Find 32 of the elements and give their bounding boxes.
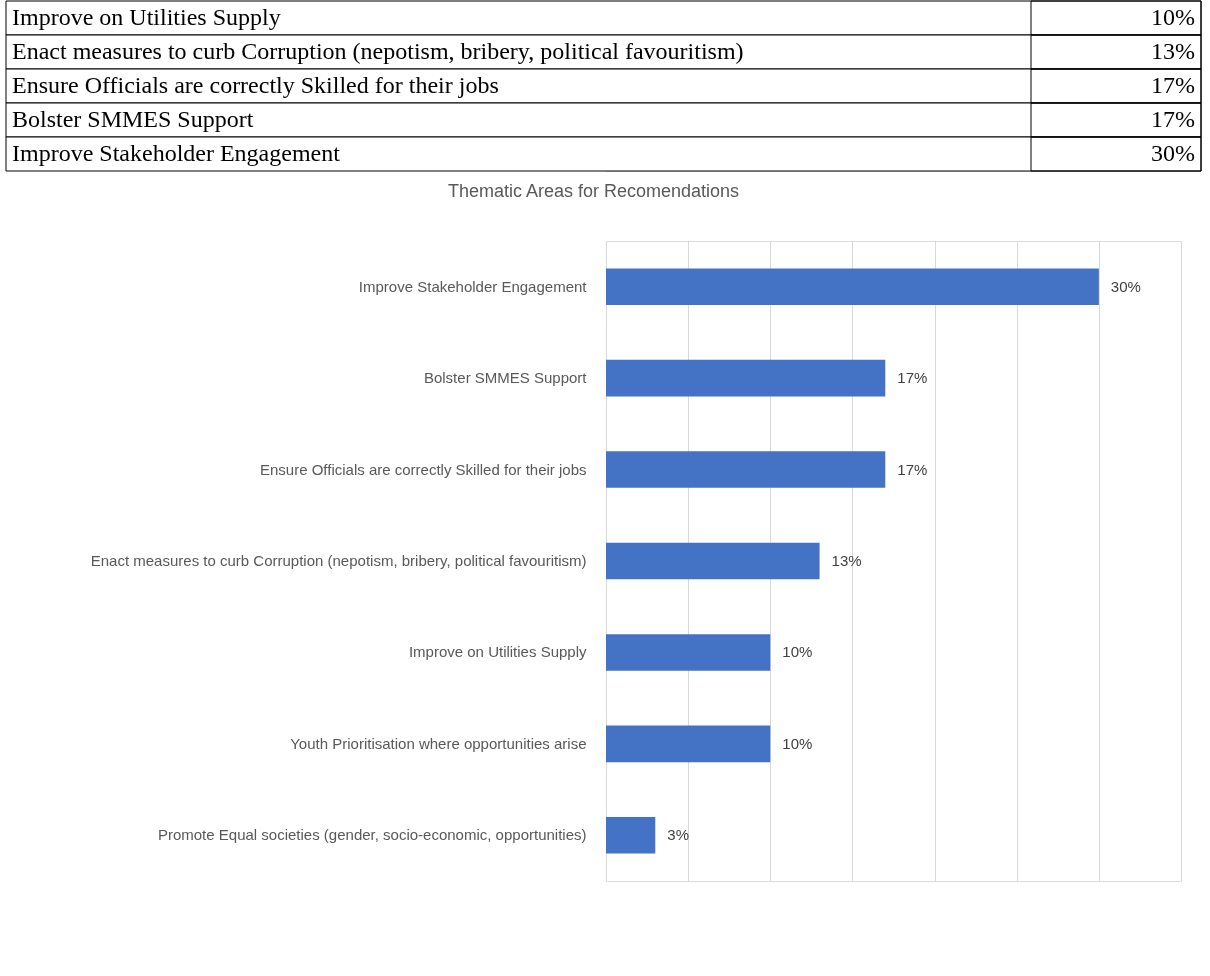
category-label: Enact measures to curb Corruption (nepotism, bribery, political favouritism) <box>12 38 744 64</box>
data-label: 13% <box>831 552 862 569</box>
y-tick-label: Bolster SMMES Support <box>423 369 588 387</box>
category-label: Improve on Utilities Supply <box>12 4 281 30</box>
data-label: 30% <box>1151 140 1195 166</box>
bar <box>606 542 820 580</box>
y-tick-label: Youth Prioritisation where opportunities arise <box>290 734 587 752</box>
data-label: 17% <box>897 460 928 478</box>
y-tick-label: Enact measures to curb Corruption (nepotism, bribery, political favouritism) <box>90 552 587 569</box>
bar <box>606 268 1099 305</box>
data-label: 3% <box>667 826 689 844</box>
bar <box>606 359 886 397</box>
category-label: Improve Stakeholder Engagement <box>12 140 341 166</box>
data-label: 10% <box>782 643 813 661</box>
y-tick-label: Improve on Utilities Supply <box>408 643 587 661</box>
y-tick-label: Improve Stakeholder Engagement <box>358 277 588 295</box>
y-tick-label: Ensure Officials are correctly Skilled for their jobs <box>259 460 587 478</box>
data-label: 17% <box>1151 106 1195 132</box>
data-label: 13% <box>1151 38 1195 64</box>
category-label: Bolster SMMES Support <box>12 106 254 132</box>
bar <box>606 634 771 671</box>
bar <box>606 725 771 763</box>
data-label: 10% <box>1151 4 1195 30</box>
data-label: 17% <box>897 369 928 387</box>
y-tick-label: Promote Equal societies (gender, socio-economic, opportunities) <box>157 826 587 844</box>
data-label: 30% <box>1110 277 1141 295</box>
bar <box>606 817 656 854</box>
bar <box>606 451 886 488</box>
data-label: 17% <box>1151 72 1195 98</box>
data-label: 10% <box>782 734 813 752</box>
category-label: Ensure Officials are correctly Skilled for their jobs <box>12 72 499 98</box>
chart-title: Thematic Areas for Recomendations <box>447 181 740 201</box>
